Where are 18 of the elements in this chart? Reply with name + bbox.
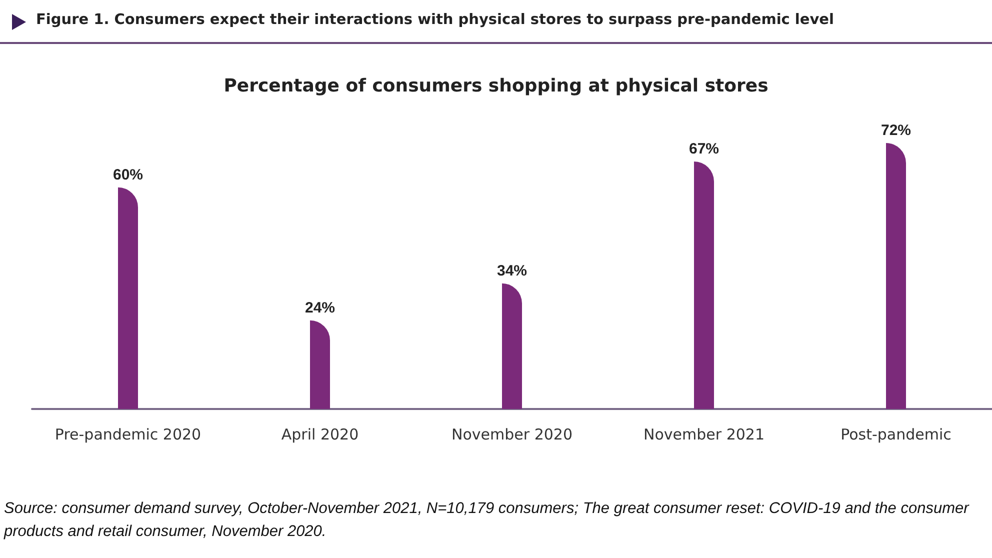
x-tick-label: November 2020 [452, 426, 572, 444]
x-tick-label: Pre-pandemic 2020 [54, 426, 202, 444]
data-label: 72% [880, 122, 912, 139]
x-tick-label: November 2021 [644, 426, 764, 444]
bar [310, 320, 330, 409]
chart-subtitle: Percentage of consumers shopping at physical stores [224, 76, 768, 96]
data-label: 67% [688, 140, 720, 158]
bar [694, 161, 714, 409]
bar [886, 143, 906, 409]
source-note: Source: consumer demand survey, October-November 2021, N=10,179 consumers; The great consumer reset: COVID-19 and the consumer products and retail consumer, November 2020. [4, 499, 970, 542]
bar [118, 187, 138, 409]
data-label: 60% [112, 166, 144, 184]
bar [502, 283, 522, 409]
x-tick-label: April 2020 [281, 426, 359, 444]
data-label: 24% [304, 299, 336, 316]
chart-title: Figure 1. Consumers expect their interactions with physical stores to surpass pre-pandemic level [36, 12, 834, 28]
data-label: 34% [496, 262, 528, 280]
x-tick-label: Post-pandemic [840, 426, 952, 444]
